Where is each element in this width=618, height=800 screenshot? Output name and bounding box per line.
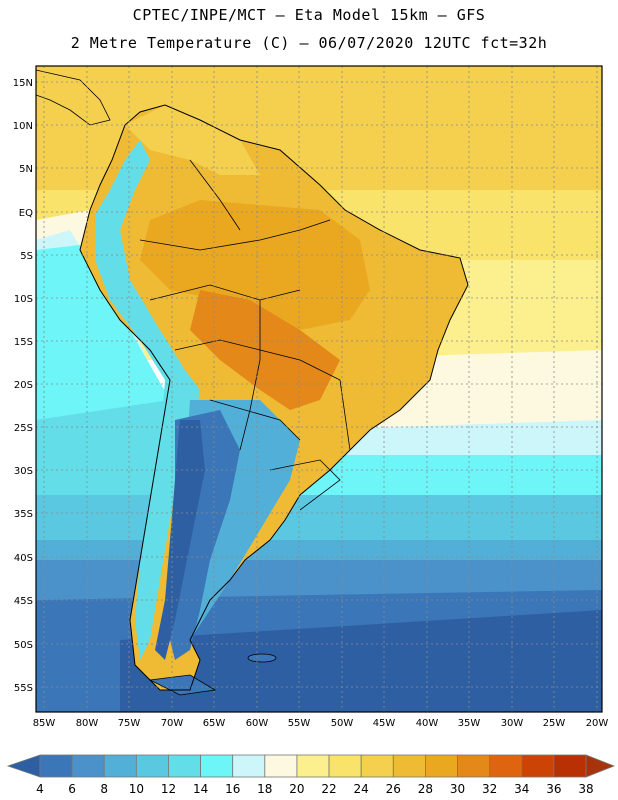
lon-label: 85W [33, 718, 56, 729]
lon-label: 45W [373, 718, 396, 729]
lon-label: 50W [331, 718, 354, 729]
colorbar-arrow-high [585, 754, 616, 778]
lat-label: 5N [19, 164, 33, 175]
lat-label: 5S [20, 251, 33, 262]
colorbar-label: 30 [450, 782, 465, 796]
lon-label: 25W [543, 718, 566, 729]
atlantic-band-16 [300, 455, 602, 505]
lon-label: 75W [118, 718, 141, 729]
colorbar-label: 32 [482, 782, 497, 796]
colorbar-swatch [103, 754, 137, 778]
colorbar-swatch [360, 754, 394, 778]
lat-label: 50S [14, 640, 33, 651]
lat-label: 55S [14, 683, 33, 694]
band-4 [120, 610, 602, 712]
lon-label: 30W [501, 718, 524, 729]
colorbar-swatch [521, 754, 555, 778]
lat-label: 10S [14, 294, 33, 305]
colorbar-label: 6 [68, 782, 76, 796]
colorbar-swatch [489, 754, 523, 778]
lat-label: EQ [19, 208, 33, 219]
colorbar-swatch [168, 754, 201, 778]
colorbar-label: 36 [546, 782, 561, 796]
lat-label: 40S [14, 553, 33, 564]
lat-label: 15N [13, 78, 33, 89]
andes-cool-strip [95, 140, 200, 660]
colorbar-label: 18 [257, 782, 272, 796]
falkland-islands [247, 653, 277, 663]
map-frame [35, 65, 603, 713]
colorbar-swatch [425, 754, 458, 778]
coastline [79, 104, 469, 691]
colorbar-swatch [71, 754, 105, 778]
colorbar-swatch [232, 754, 266, 778]
colorbar-label: 14 [193, 782, 208, 796]
colorbar-label: 24 [354, 782, 369, 796]
north-coast-warm [125, 105, 260, 175]
colorbar-swatch [264, 754, 298, 778]
lat-labels: 15N 10N 5N EQ 5S 10S 15S 20S 25S 30S 35S… [13, 78, 33, 694]
colorbar-label: 28 [418, 782, 433, 796]
lon-label: 55W [288, 718, 311, 729]
colorbar-label: 20 [289, 782, 304, 796]
lat-label: 35S [14, 509, 33, 520]
colorbar-swatch [392, 754, 426, 778]
lon-label: 80W [76, 718, 99, 729]
map-field [36, 66, 602, 712]
colorbar-label: 10 [129, 782, 144, 796]
lon-label: 40W [416, 718, 439, 729]
lat-label: 20S [14, 380, 33, 391]
amazon-hot-region [140, 200, 370, 330]
colorbar-swatch [457, 754, 491, 778]
colorbar-swatch [296, 754, 330, 778]
colorbar-swatch [135, 754, 169, 778]
map-title-line2: 2 Metre Temperature (C) – 06/07/2020 12U… [70, 34, 548, 52]
chaco-hot-region [190, 290, 340, 410]
lon-label: 35W [458, 718, 481, 729]
lat-grid [36, 81, 602, 688]
lat-label: 15S [14, 337, 33, 348]
colorbar-swatch [200, 754, 234, 778]
colorbar: 4 6 8 10 12 14 16 18 20 22 24 26 28 30 32 34 36 38 [6, 754, 616, 796]
lon-label: 70W [161, 718, 184, 729]
lat-label: 45S [14, 596, 33, 607]
colorbar-label: 8 [100, 782, 108, 796]
colorbar-swatch [39, 754, 73, 778]
lon-label: 60W [246, 718, 269, 729]
colorbar-label: 4 [36, 782, 44, 796]
lon-label: 65W [203, 718, 226, 729]
map-title-line1: CPTEC/INPE/MCT – Eta Model 15km – GFS [132, 6, 486, 24]
colorbar-arrow-low [6, 754, 41, 778]
pacific-band-14 [36, 400, 180, 520]
colorbar-label: 12 [161, 782, 176, 796]
colorbar-label: 26 [386, 782, 401, 796]
colorbar-label: 38 [578, 782, 593, 796]
lat-label: 10N [13, 121, 33, 132]
colorbar-label: 34 [514, 782, 529, 796]
colorbar-swatch [553, 754, 587, 778]
colorbar-label: 16 [225, 782, 240, 796]
lat-label: 30S [14, 466, 33, 477]
colorbar-label: 22 [321, 782, 336, 796]
colorbar-swatch [328, 754, 362, 778]
lat-label: 25S [14, 423, 33, 434]
lon-labels: 85W 80W 75W 70W 65W 60W 55W 50W 45W 40W … [33, 718, 609, 729]
lon-label: 20W [586, 718, 609, 729]
